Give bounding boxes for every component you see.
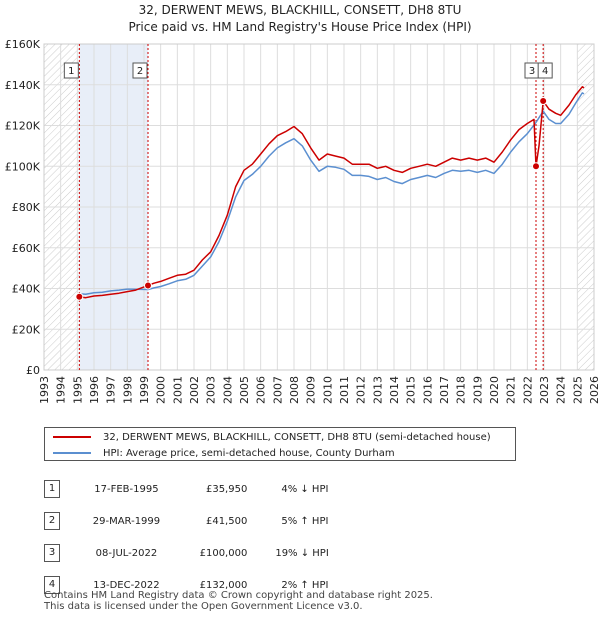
row-price: £100,000	[199, 547, 248, 559]
row-date: 17-FEB-1995	[94, 483, 159, 495]
x-tick-label: 2005	[238, 376, 251, 404]
row-date: 08-JUL-2022	[95, 547, 158, 559]
x-tick-label: 2021	[505, 376, 518, 404]
plot-border	[43, 43, 595, 371]
row-number-badge: 2	[44, 512, 60, 530]
x-tick-label: 1993	[38, 376, 51, 404]
price-chart: 32, DERWENT MEWS, BLACKHILL, CONSETT, DH…	[5, 3, 600, 404]
x-tick-label: 2026	[588, 376, 600, 404]
row-hpi: 4% ↓ HPI	[281, 483, 329, 495]
y-tick-label: £80K	[12, 201, 41, 214]
chart-subtitle: Price paid vs. HM Land Registry's House …	[128, 20, 471, 34]
y-tick-label: £100K	[5, 160, 41, 173]
y-tick-label: £120K	[5, 120, 41, 133]
y-tick-label: £60K	[12, 242, 41, 255]
y-tick-label: £140K	[5, 79, 41, 92]
price-series-line	[79, 86, 585, 299]
legend-item-price: 32, DERWENT MEWS, BLACKHILL, CONSETT, DH…	[53, 429, 491, 445]
transactions-table: 1 17-FEB-1995 £35,950 4% ↓ HPI 2 29-MAR-…	[44, 473, 404, 601]
legend-label-hpi: HPI: Average price, semi-detached house,…	[103, 447, 395, 459]
price-line-swatch	[53, 436, 91, 438]
x-tick-label: 2007	[271, 376, 284, 404]
x-tick-label: 2024	[555, 376, 568, 404]
x-tick-label: 2001	[171, 376, 184, 404]
y-tick-label: £160K	[5, 38, 41, 51]
transaction-number-box	[132, 62, 148, 79]
row-date: 13-DEC-2022	[93, 579, 160, 591]
x-tick-label: 1997	[105, 376, 118, 404]
x-tick-label: 2011	[338, 376, 351, 404]
row-number-badge: 3	[44, 544, 60, 562]
x-tick-label: 2014	[388, 376, 401, 404]
x-tick-label: 1999	[138, 376, 151, 404]
row-hpi: 5% ↑ HPI	[281, 515, 329, 527]
chart-title: 32, DERWENT MEWS, BLACKHILL, CONSETT, DH…	[139, 3, 462, 17]
legend-label-price: 32, DERWENT MEWS, BLACKHILL, CONSETT, DH…	[103, 431, 491, 443]
x-tick-label: 2002	[188, 376, 201, 404]
row-hpi: 2% ↑ HPI	[281, 579, 329, 591]
transaction-number-box	[537, 62, 553, 79]
x-tick-label: 2023	[538, 376, 551, 404]
row-price: £132,000	[199, 579, 248, 591]
x-tick-label: 2018	[455, 376, 468, 404]
transaction-point	[539, 97, 548, 106]
table-row: 3 08-JUL-2022 £100,000 19% ↓ HPI	[44, 537, 404, 569]
row-number-badge: 4	[44, 576, 60, 594]
table-row: 4 13-DEC-2022 £132,000 2% ↑ HPI	[44, 569, 404, 601]
footer-copyright: Contains HM Land Registry data © Crown c…	[44, 590, 433, 601]
transaction-point	[75, 292, 84, 301]
transaction-point	[144, 281, 152, 290]
x-tick-label: 2003	[205, 376, 218, 404]
table-row: 2 29-MAR-1999 £41,500 5% ↑ HPI	[44, 505, 404, 537]
footer: Contains HM Land Registry data © Crown c…	[44, 590, 433, 612]
x-tick-label: 2016	[421, 376, 434, 404]
row-date: 29-MAR-1999	[92, 515, 161, 527]
x-tick-label: 2004	[221, 376, 234, 404]
x-tick-label: 2000	[155, 376, 168, 404]
x-tick-label: 2020	[488, 376, 501, 404]
row-price: £35,950	[205, 483, 248, 495]
hpi-line-swatch	[53, 452, 91, 454]
transaction-point	[532, 162, 540, 171]
x-tick-label: 2008	[288, 376, 301, 404]
hpi-series-line	[79, 92, 585, 295]
y-tick-label: £0	[26, 364, 40, 377]
transaction-number-label: 4	[542, 66, 548, 77]
x-tick-label: 2009	[305, 376, 318, 404]
table-row: 1 17-FEB-1995 £35,950 4% ↓ HPI	[44, 473, 404, 505]
x-tick-label: 1998	[121, 376, 134, 404]
footer-licence: This data is licensed under the Open Gov…	[44, 601, 363, 612]
x-tick-label: 2013	[371, 376, 384, 404]
y-tick-label: £20K	[12, 323, 41, 336]
x-tick-label: 2025	[571, 376, 584, 404]
x-tick-label: 2006	[255, 376, 268, 404]
x-tick-label: 2012	[355, 376, 368, 404]
transaction-number-box	[63, 62, 79, 79]
x-tick-label: 2010	[321, 376, 334, 404]
transaction-number-label: 3	[529, 66, 535, 77]
transaction-number-label: 2	[137, 66, 143, 77]
x-tick-label: 1996	[88, 376, 101, 404]
legend-item-hpi: HPI: Average price, semi-detached house,…	[53, 445, 395, 461]
row-price: £41,500	[205, 515, 248, 527]
row-hpi: 19% ↓ HPI	[275, 547, 329, 559]
transaction-number-label: 1	[68, 66, 74, 77]
x-tick-label: 2017	[438, 376, 451, 404]
x-tick-label: 1995	[71, 376, 84, 404]
x-tick-label: 2015	[405, 376, 418, 404]
x-tick-label: 1994	[55, 376, 68, 404]
x-tick-label: 2022	[521, 376, 534, 404]
legend: 32, DERWENT MEWS, BLACKHILL, CONSETT, DH…	[44, 427, 516, 461]
x-tick-label: 2019	[471, 376, 484, 404]
y-tick-label: £40K	[12, 283, 41, 296]
row-number-badge: 1	[44, 480, 60, 498]
